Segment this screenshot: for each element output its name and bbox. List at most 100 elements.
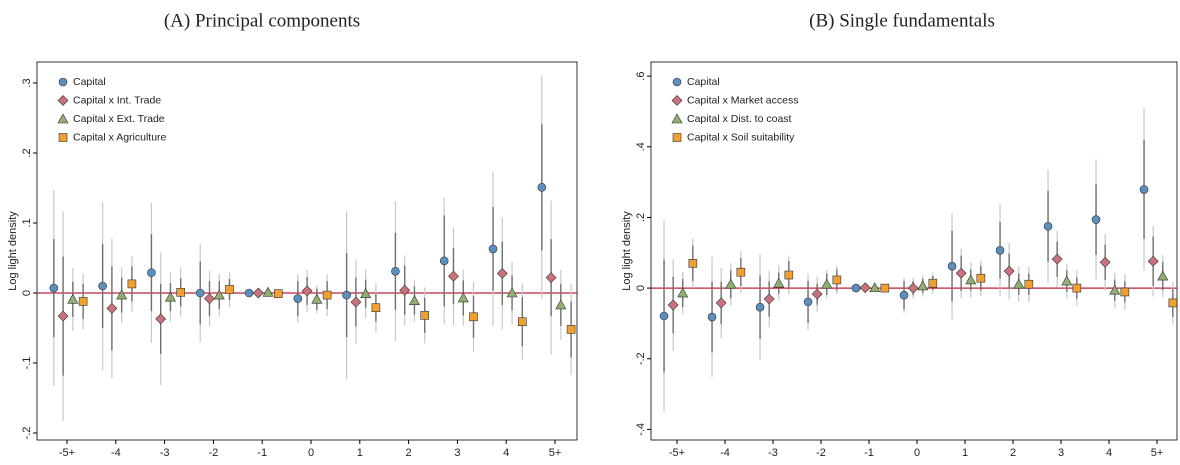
point — [907, 282, 919, 294]
x-tick-label: 0 — [914, 447, 920, 459]
point — [555, 299, 567, 310]
x-tick-label: -3 — [768, 447, 778, 459]
y-tick-label: .1 — [21, 218, 33, 227]
point — [1061, 275, 1073, 286]
point — [965, 274, 977, 285]
legend-marker — [58, 77, 68, 87]
legend-marker — [671, 113, 683, 124]
y-tick-label: -.2 — [21, 427, 33, 440]
point — [57, 310, 69, 322]
point — [67, 293, 79, 304]
legend-marker — [671, 95, 683, 106]
point — [955, 267, 967, 279]
point — [755, 302, 765, 312]
x-tick-label: -1 — [864, 447, 874, 459]
point — [659, 311, 669, 321]
y-tick-label: .2 — [21, 148, 33, 157]
x-tick-label: 1 — [357, 447, 363, 459]
legend-label: Capital x Dist. to coast — [687, 113, 792, 125]
point — [506, 287, 518, 298]
point — [518, 317, 527, 327]
point — [1168, 298, 1178, 308]
point — [204, 293, 215, 305]
point — [78, 297, 88, 306]
point — [106, 302, 118, 314]
point — [301, 285, 313, 297]
point — [736, 267, 746, 277]
point — [1003, 265, 1015, 277]
legend-label: Capital x Ext. Trade — [73, 113, 165, 125]
point — [1013, 278, 1025, 289]
y-tick-label: -.4 — [635, 423, 647, 436]
legend-marker — [57, 113, 69, 124]
point — [1024, 279, 1034, 289]
point — [851, 283, 861, 293]
point — [1139, 185, 1149, 194]
point — [155, 313, 167, 325]
point — [869, 282, 881, 293]
point — [360, 288, 372, 299]
point — [947, 261, 957, 271]
point — [244, 288, 254, 298]
x-tick-label: 5+ — [1151, 447, 1164, 459]
x-tick-label: -2 — [816, 447, 826, 459]
point — [252, 287, 264, 299]
point — [928, 278, 938, 288]
y-tick-label: .6 — [635, 72, 647, 81]
point — [667, 299, 679, 311]
point — [342, 290, 351, 300]
point — [457, 292, 469, 303]
x-tick-label: -2 — [209, 447, 219, 459]
x-tick-label: -5+ — [59, 447, 75, 459]
point — [976, 273, 986, 283]
point — [350, 296, 362, 308]
point — [1099, 256, 1111, 268]
x-tick-label: 1 — [962, 447, 968, 459]
point — [725, 278, 737, 289]
x-tick-label: 4 — [503, 447, 509, 459]
point — [1051, 253, 1063, 265]
x-tick-label: -4 — [720, 447, 730, 459]
point — [677, 287, 689, 298]
legend-label: Capital — [687, 76, 720, 88]
point — [293, 294, 303, 303]
legend-label: Capital — [73, 76, 106, 88]
legend-label: Capital x Soil suitability — [687, 131, 795, 143]
plot-frame — [36, 61, 578, 441]
point — [917, 280, 929, 291]
point — [832, 275, 842, 285]
point — [688, 259, 698, 268]
x-tick-label: 3 — [454, 447, 460, 459]
point — [116, 289, 128, 300]
point — [213, 289, 225, 300]
legend-marker — [672, 77, 682, 87]
legend-label: Capital x Market access — [687, 94, 798, 106]
point — [399, 284, 411, 296]
y-tick-label: -.2 — [635, 352, 647, 365]
point — [1043, 221, 1053, 231]
x-tick-label: 5+ — [549, 447, 562, 459]
x-tick-label: -5+ — [669, 447, 685, 459]
point — [880, 283, 890, 293]
y-tick-label: .3 — [21, 78, 33, 87]
point — [98, 281, 107, 291]
plot-frame — [650, 61, 1178, 441]
panel-title: (B) Single fundamentals — [809, 10, 995, 31]
point — [448, 270, 459, 282]
x-tick-label: -3 — [160, 447, 170, 459]
legend-label: Capital x Agriculture — [73, 131, 167, 143]
y-tick-label: .4 — [635, 142, 647, 151]
x-tick-label: -1 — [257, 447, 267, 459]
point — [803, 297, 813, 307]
y-tick-label: .2 — [635, 213, 647, 222]
point — [1072, 283, 1082, 293]
point — [566, 325, 576, 334]
legend-marker — [58, 133, 68, 142]
point — [49, 283, 59, 293]
y-axis-label: Log light density — [621, 211, 633, 291]
point — [1147, 255, 1159, 267]
point — [176, 287, 186, 297]
point — [147, 268, 156, 278]
point — [859, 282, 871, 294]
